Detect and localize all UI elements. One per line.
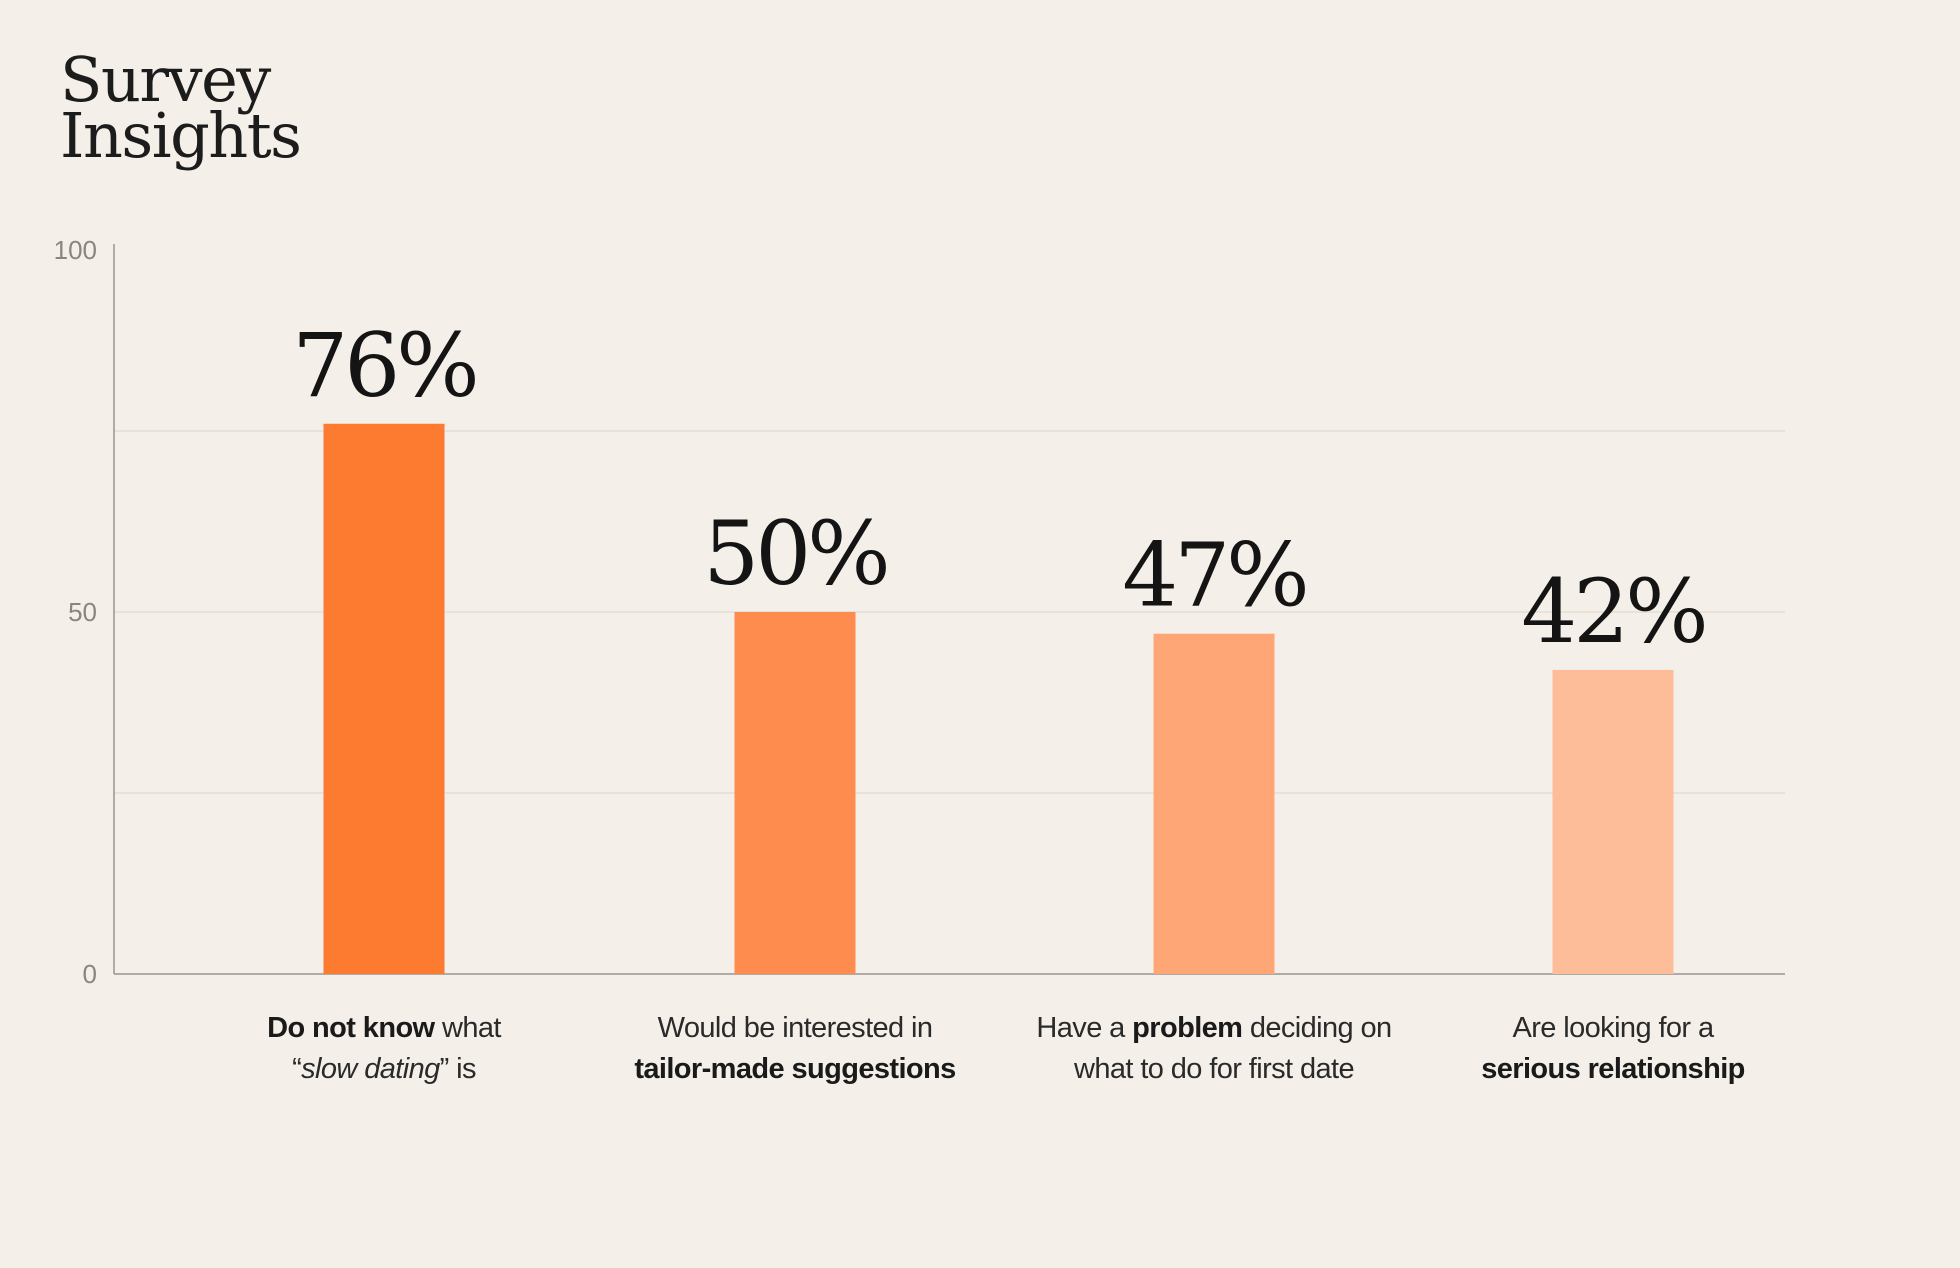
title-line-1: Survey bbox=[60, 43, 271, 116]
y-tick-100: 100 bbox=[54, 235, 97, 265]
bar-1 bbox=[323, 423, 445, 974]
bar-3 bbox=[1153, 633, 1275, 974]
title-line-2: Insights bbox=[60, 99, 302, 172]
bar-2 bbox=[734, 612, 856, 974]
category-label-4: Are looking for a serious relationship bbox=[1481, 1012, 1745, 1085]
chart-title: Survey Insights bbox=[60, 43, 302, 172]
bars bbox=[323, 423, 1674, 974]
bar-4 bbox=[1552, 669, 1674, 974]
value-labels: 76% 50% 47% 42% bbox=[292, 314, 1709, 663]
category-label-1: Do not know what “slow dating” is bbox=[267, 1012, 501, 1085]
value-label-1: 76% bbox=[292, 314, 476, 417]
y-tick-50: 50 bbox=[68, 597, 97, 627]
y-tick-0: 0 bbox=[83, 959, 97, 989]
value-label-3: 47% bbox=[1122, 524, 1306, 627]
value-label-4: 42% bbox=[1521, 560, 1705, 663]
category-label-2: Would be interested in tailor-made sugges… bbox=[634, 1012, 956, 1085]
y-tick-labels: 0 50 100 bbox=[54, 235, 97, 989]
value-label-2: 50% bbox=[703, 502, 887, 605]
category-label-3: Have a problem deciding on what to do for… bbox=[1036, 1012, 1392, 1085]
